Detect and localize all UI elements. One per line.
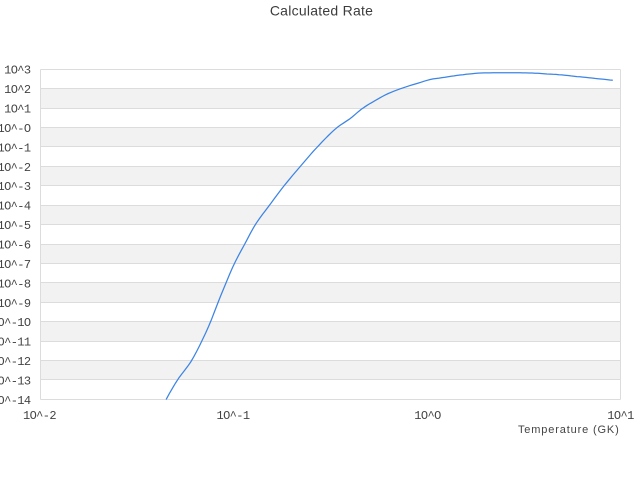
- svg-text:1O^-2: 1O^-2: [23, 409, 56, 423]
- svg-text:1O^-14: 1O^-14: [0, 394, 31, 408]
- svg-text:1O^-12: 1O^-12: [0, 355, 31, 369]
- svg-text:1O^-1O: 1O^-1O: [0, 316, 31, 330]
- svg-text:1O^3: 1O^3: [4, 64, 31, 78]
- svg-text:1O^O: 1O^O: [414, 409, 441, 423]
- svg-text:1O^-6: 1O^-6: [0, 239, 31, 253]
- svg-text:1O^-O: 1O^-O: [0, 122, 31, 136]
- svg-text:1O^-1: 1O^-1: [0, 141, 31, 155]
- svg-text:1O^-4: 1O^-4: [0, 200, 31, 214]
- svg-text:1O^-9: 1O^-9: [0, 297, 31, 311]
- svg-text:1O^-11: 1O^-11: [0, 336, 31, 350]
- svg-text:1O^-2: 1O^-2: [0, 161, 31, 175]
- svg-text:1O^-3: 1O^-3: [0, 180, 31, 194]
- svg-text:1O^-13: 1O^-13: [0, 374, 31, 388]
- svg-text:Temperature (GK): Temperature (GK): [518, 424, 620, 436]
- svg-text:1O^2: 1O^2: [4, 83, 31, 97]
- svg-text:1O^-5: 1O^-5: [0, 219, 31, 233]
- svg-text:1O^1: 1O^1: [607, 409, 634, 423]
- svg-text:1O^-7: 1O^-7: [0, 258, 31, 272]
- svg-text:1O^1: 1O^1: [4, 103, 31, 117]
- svg-text:1O^-1: 1O^-1: [216, 409, 249, 423]
- svg-text:1O^-8: 1O^-8: [0, 277, 31, 291]
- svg-text:Calculated Rate: Calculated Rate: [270, 3, 373, 19]
